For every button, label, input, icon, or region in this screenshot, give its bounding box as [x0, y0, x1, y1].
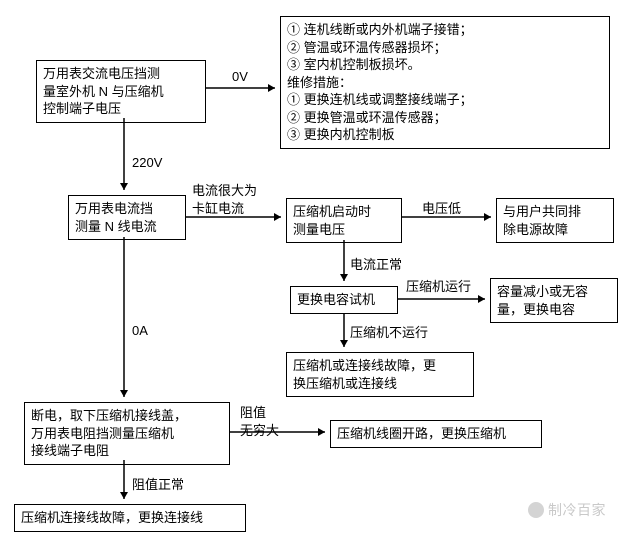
- node-replace-capacitor: 更换电容试机: [290, 286, 398, 314]
- edge-label-220v: 220V: [132, 154, 162, 172]
- watermark-text: 制冷百家: [548, 500, 606, 520]
- edge-label-0v: 0V: [232, 68, 248, 86]
- edge-label-normal-r: 阻值正常: [132, 476, 184, 494]
- node-start-voltage: 万用表交流电压挡测量室外机 N 与压缩机控制端子电压: [36, 60, 206, 123]
- node-compressor-voltage: 压缩机启动时测量电压: [286, 198, 402, 243]
- node-coil-open: 压缩机线圈开路，更换压缩机: [330, 420, 542, 448]
- edge-label-normal-current: 电流正常: [350, 256, 402, 274]
- node-capacitor-low: 容量减小或无容量，更换电容: [490, 278, 618, 323]
- node-compressor-fault: 压缩机或连接线故障，更换压缩机或连接线: [286, 352, 474, 397]
- wechat-icon: [528, 502, 544, 518]
- edge-label-running: 压缩机运行: [406, 278, 471, 296]
- node-wiring-fault: 压缩机连接线故障，更换连接线: [14, 504, 246, 532]
- node-current-check: 万用表电流挡测量 N 线电流: [68, 195, 186, 240]
- edge-label-not-running: 压缩机不运行: [350, 324, 428, 342]
- node-resistance-check: 断电，取下压缩机接线盖，万用表电阻挡测量压缩机接线端子电阻: [24, 402, 230, 465]
- edge-label-low-voltage: 电压低: [422, 200, 461, 218]
- node-power-fault: 与用户共同排除电源故障: [496, 198, 614, 243]
- edge-label-infinite: 阻值无穷大: [240, 404, 279, 439]
- edge-label-high-current: 电流很大为卡缸电流: [192, 182, 257, 217]
- watermark: 制冷百家: [528, 500, 606, 520]
- edge-label-0a: 0A: [132, 322, 148, 340]
- node-fault-list: ① 连机线断或内外机端子接错；② 管温或环温传感器损坏；③ 室内机控制板损坏。维…: [280, 16, 610, 149]
